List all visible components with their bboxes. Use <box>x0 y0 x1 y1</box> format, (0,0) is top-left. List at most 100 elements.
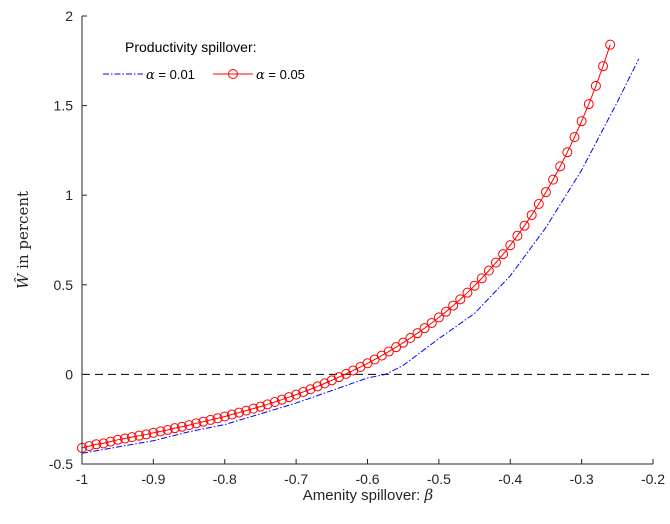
series-2-point <box>326 375 337 386</box>
series-line-1 <box>81 58 640 454</box>
series-2-point <box>526 210 537 221</box>
series-2-point <box>583 99 594 110</box>
series-2-point <box>305 384 316 395</box>
series-2-point <box>469 280 480 291</box>
series-2-point <box>226 409 237 420</box>
series-2-point <box>519 220 530 231</box>
series-2-point <box>219 411 230 422</box>
legend-marker-alpha-005 <box>228 69 238 79</box>
series-2-point <box>605 39 616 50</box>
legend: Productivity spillover: α = 0.01 α = 0.0… <box>103 39 305 83</box>
series-2-point <box>283 392 294 403</box>
series-2-point <box>112 434 123 445</box>
x-axis-label: Amenity spillover: β <box>303 486 434 504</box>
series-2-point <box>405 333 416 344</box>
series-2-point <box>162 424 173 435</box>
series-2-point <box>155 426 166 437</box>
series-2-point <box>212 413 223 424</box>
series-2-point <box>134 430 145 441</box>
x-tick-label: -0.6 <box>355 471 379 487</box>
legend-label-alpha-005: α = 0.05 <box>256 67 305 83</box>
plot-area: -1 -0.9 -0.8 -0.7 -0.6 -0.5 -0.4 -0.3 -0.2 -0.5 0 0… <box>49 8 665 487</box>
x-tick-label: -0.2 <box>641 471 665 487</box>
series-2-point <box>448 300 459 311</box>
series-2-point <box>198 416 209 427</box>
legend-value-alpha-005: = 0.05 <box>265 67 305 82</box>
series-2-point <box>205 414 216 425</box>
series-2-point <box>169 423 180 434</box>
legend-value-alpha-001: = 0.01 <box>155 67 195 82</box>
series-2-point <box>462 287 473 298</box>
series-2-point <box>291 389 302 400</box>
series-2-point <box>505 240 516 251</box>
series-2-point <box>433 312 444 323</box>
y-tick-label: -0.5 <box>49 456 73 472</box>
series-2-point <box>398 337 409 348</box>
legend-label-alpha-001: α = 0.01 <box>146 67 195 83</box>
series-2-point <box>248 403 259 414</box>
series-2-point <box>176 421 187 432</box>
series-2-point <box>269 396 280 407</box>
series-2-point <box>426 317 437 328</box>
series-2-point <box>84 441 95 452</box>
series-2-point <box>419 323 430 334</box>
series-2-point <box>184 420 195 431</box>
series-2-point <box>512 230 523 241</box>
series-2-point <box>598 61 609 72</box>
series-2-point <box>533 198 544 209</box>
series-2-point <box>548 174 559 185</box>
legend-symbol-alpha-001: α <box>146 68 155 83</box>
series-2-point <box>255 401 266 412</box>
series-2-point <box>412 328 423 339</box>
series-2-point <box>498 249 509 260</box>
series-2-point <box>148 427 159 438</box>
y-axis-label-symbol: Ŵ <box>14 272 32 289</box>
series-2-point <box>126 432 137 443</box>
series-2-point <box>191 418 202 429</box>
series-2-point <box>569 132 580 143</box>
series-2-point <box>119 433 130 444</box>
series-2-point <box>298 386 309 397</box>
y-tick-label: 1.5 <box>54 98 74 114</box>
y-tick-label: 1 <box>65 187 73 203</box>
x-tick-label: -0.7 <box>284 471 308 487</box>
series-2-point <box>383 346 394 357</box>
plot-background <box>82 16 653 464</box>
legend-title: Productivity spillover: <box>125 39 257 55</box>
series-2-point <box>576 116 587 127</box>
x-tick-label: -0.4 <box>498 471 522 487</box>
series-2-point <box>105 436 116 447</box>
series-2-point <box>262 399 273 410</box>
y-tick-label: 0.5 <box>54 277 74 293</box>
series-2-point <box>455 294 466 305</box>
series-2-point <box>312 381 323 392</box>
series-2-point <box>234 407 245 418</box>
series-2-point <box>562 147 573 158</box>
y-axis-label: Ŵ in percent <box>14 191 32 289</box>
x-axis-label-text: Amenity spillover: <box>303 487 425 504</box>
series-2-point <box>590 80 601 91</box>
y-tick-label: 2 <box>65 8 73 24</box>
series-2-point <box>483 265 494 276</box>
x-tick-label: -0.8 <box>213 471 237 487</box>
series-2-point <box>98 438 109 449</box>
tick-layer: -1 -0.9 -0.8 -0.7 -0.6 -0.5 -0.4 -0.3 -0.2 -0.5 0 0… <box>49 8 665 487</box>
series-2-point <box>540 187 551 198</box>
series-2-point <box>490 257 501 268</box>
y-tick-label: 0 <box>65 366 73 382</box>
x-tick-label: -0.3 <box>570 471 594 487</box>
series-2-point <box>319 378 330 389</box>
legend-symbol-alpha-005: α <box>256 68 265 83</box>
series-2-point <box>241 405 252 416</box>
x-tick-label: -0.9 <box>141 471 165 487</box>
series-2-point <box>276 394 287 405</box>
series-layer <box>77 39 640 454</box>
series-2-point <box>91 439 102 450</box>
y-axis-label-text: in percent <box>14 191 32 274</box>
series-2-point <box>441 306 452 317</box>
x-axis-label-symbol: β <box>424 486 434 504</box>
x-tick-label: -1 <box>76 471 89 487</box>
series-2-point <box>391 342 402 353</box>
series-2-point <box>555 161 566 172</box>
